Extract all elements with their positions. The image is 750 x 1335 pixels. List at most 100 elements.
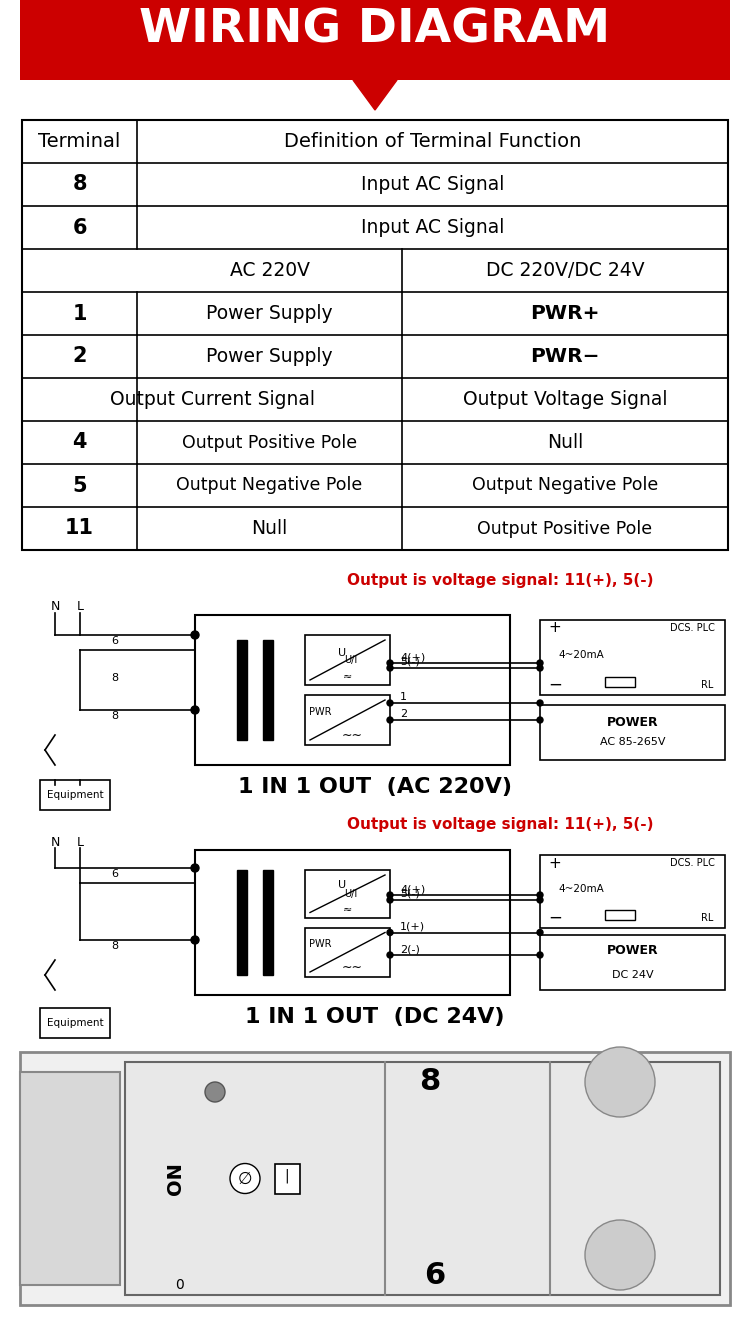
Bar: [305, 635, 390, 685]
Text: U: U: [338, 647, 346, 658]
Circle shape: [537, 897, 543, 902]
Text: PWR: PWR: [309, 940, 332, 949]
Circle shape: [537, 952, 543, 959]
Text: 6: 6: [112, 635, 118, 646]
Text: 4~20mA: 4~20mA: [558, 885, 604, 894]
Bar: [20, 1072, 120, 1286]
Text: ≈: ≈: [343, 672, 352, 682]
Text: Input AC Signal: Input AC Signal: [361, 175, 504, 194]
Text: AC 85-265V: AC 85-265V: [600, 737, 665, 748]
Text: 2(-): 2(-): [400, 944, 420, 955]
Circle shape: [230, 1164, 260, 1193]
Text: N: N: [50, 836, 60, 849]
Circle shape: [191, 706, 199, 714]
Text: Power Supply: Power Supply: [206, 304, 333, 323]
Text: 2: 2: [400, 709, 407, 720]
Text: 4(+): 4(+): [400, 884, 425, 894]
Text: 8: 8: [112, 712, 118, 721]
Bar: [540, 854, 725, 928]
Text: L: L: [76, 836, 83, 849]
Text: DC 220V/DC 24V: DC 220V/DC 24V: [486, 262, 644, 280]
Text: 8: 8: [72, 175, 87, 195]
Bar: [540, 934, 725, 991]
Text: 1 IN 1 OUT  (AC 220V): 1 IN 1 OUT (AC 220V): [238, 777, 512, 797]
Text: U: U: [338, 880, 346, 890]
Bar: [305, 696, 390, 745]
Text: 11: 11: [65, 518, 94, 538]
Circle shape: [537, 929, 543, 936]
Bar: [305, 870, 390, 917]
Circle shape: [537, 892, 543, 898]
Bar: [237, 870, 247, 975]
Circle shape: [537, 700, 543, 706]
Text: Null: Null: [251, 519, 288, 538]
Text: DCS. PLC: DCS. PLC: [670, 623, 715, 633]
Bar: [605, 677, 635, 688]
Text: PWR: PWR: [309, 708, 332, 717]
Text: L: L: [76, 601, 83, 614]
Bar: [195, 850, 510, 995]
Text: 8: 8: [112, 673, 118, 684]
Text: Definition of Terminal Function: Definition of Terminal Function: [284, 132, 581, 151]
Text: RL: RL: [700, 913, 713, 922]
Text: Equipment: Equipment: [46, 1019, 104, 1028]
Text: RL: RL: [700, 680, 713, 690]
Text: 1(+): 1(+): [400, 921, 425, 932]
Circle shape: [387, 897, 393, 902]
Text: 4~20mA: 4~20mA: [558, 650, 604, 661]
Text: AC 220V: AC 220V: [230, 262, 310, 280]
Text: −: −: [548, 909, 562, 926]
Circle shape: [387, 952, 393, 959]
Bar: [22, 120, 728, 550]
Bar: [263, 870, 273, 975]
Text: PWR+: PWR+: [530, 304, 600, 323]
Bar: [305, 928, 390, 977]
Bar: [540, 705, 725, 760]
Text: 6: 6: [424, 1260, 445, 1290]
Text: 1 IN 1 OUT  (DC 24V): 1 IN 1 OUT (DC 24V): [245, 1007, 505, 1027]
Circle shape: [585, 1047, 655, 1117]
Circle shape: [387, 659, 393, 666]
Text: U/I: U/I: [344, 655, 357, 665]
Text: 5: 5: [72, 475, 87, 495]
Bar: [195, 615, 510, 765]
Text: +: +: [548, 621, 561, 635]
Bar: [600, 1246, 640, 1266]
Circle shape: [387, 665, 393, 672]
Bar: [40, 780, 110, 810]
Text: Output is voltage signal: 11(+), 5(-): Output is voltage signal: 11(+), 5(-): [346, 573, 653, 587]
Text: Equipment: Equipment: [46, 790, 104, 800]
Bar: [263, 639, 273, 740]
Circle shape: [191, 864, 199, 872]
Circle shape: [387, 892, 393, 898]
Text: POWER: POWER: [607, 717, 658, 729]
Text: ∼∼: ∼∼: [342, 960, 363, 973]
Text: Output Negative Pole: Output Negative Pole: [176, 477, 363, 494]
Circle shape: [537, 665, 543, 672]
Text: −: −: [548, 676, 562, 694]
Text: 8: 8: [112, 941, 118, 951]
Circle shape: [387, 717, 393, 724]
Text: Output Voltage Signal: Output Voltage Signal: [463, 390, 668, 409]
Bar: [20, 0, 730, 80]
Circle shape: [387, 929, 393, 936]
Text: U/I: U/I: [344, 889, 357, 898]
Bar: [20, 1052, 730, 1306]
Text: 1: 1: [72, 303, 87, 323]
Text: Output Negative Pole: Output Negative Pole: [472, 477, 658, 494]
Text: |: |: [285, 1168, 290, 1183]
Text: POWER: POWER: [607, 944, 658, 956]
Circle shape: [537, 717, 543, 724]
Text: WIRING DIAGRAM: WIRING DIAGRAM: [140, 8, 610, 52]
Text: DC 24V: DC 24V: [612, 971, 653, 980]
Text: ∅: ∅: [238, 1169, 252, 1188]
Circle shape: [387, 700, 393, 706]
Circle shape: [585, 1220, 655, 1290]
Text: ON: ON: [166, 1161, 184, 1195]
Circle shape: [191, 631, 199, 639]
Text: 5(-): 5(-): [400, 889, 420, 898]
Text: Output Current Signal: Output Current Signal: [110, 390, 314, 409]
Text: 4(+): 4(+): [400, 651, 425, 662]
Text: 2: 2: [72, 347, 87, 367]
Bar: [275, 1164, 300, 1193]
